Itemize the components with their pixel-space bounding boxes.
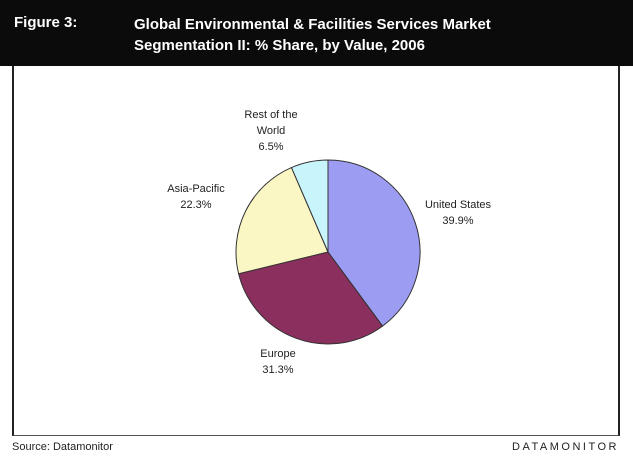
slice-label-asia-pacific: Asia-Pacific 22.3% (167, 183, 225, 211)
source-note: Source: Datamonitor (12, 441, 113, 453)
brand-logo: DATAMONITOR (512, 441, 619, 453)
figure-header: Figure 3: Global Environmental & Facilit… (0, 0, 633, 66)
chart-title-line-2: Segmentation II: % Share, by Value, 2006 (134, 37, 425, 54)
pie-slice-united-states (327, 159, 421, 327)
pie-slice-europe (238, 251, 384, 345)
chart-frame (12, 66, 620, 436)
figure-label: Figure 3: (14, 14, 78, 31)
slice-label-rest-of-the-world: Rest of the World 6.5% (244, 109, 297, 153)
slice-label-united-states: United States 39.9% (425, 199, 492, 227)
chart-title: Global Environmental & Facilities Servic… (134, 14, 614, 56)
pie-slice-asia-pacific (235, 166, 329, 275)
chart-title-line-1: Global Environmental & Facilities Servic… (134, 16, 491, 33)
pie-slice-rest-of-the-world (290, 159, 329, 253)
slice-label-europe: Europe 31.3% (260, 348, 295, 376)
